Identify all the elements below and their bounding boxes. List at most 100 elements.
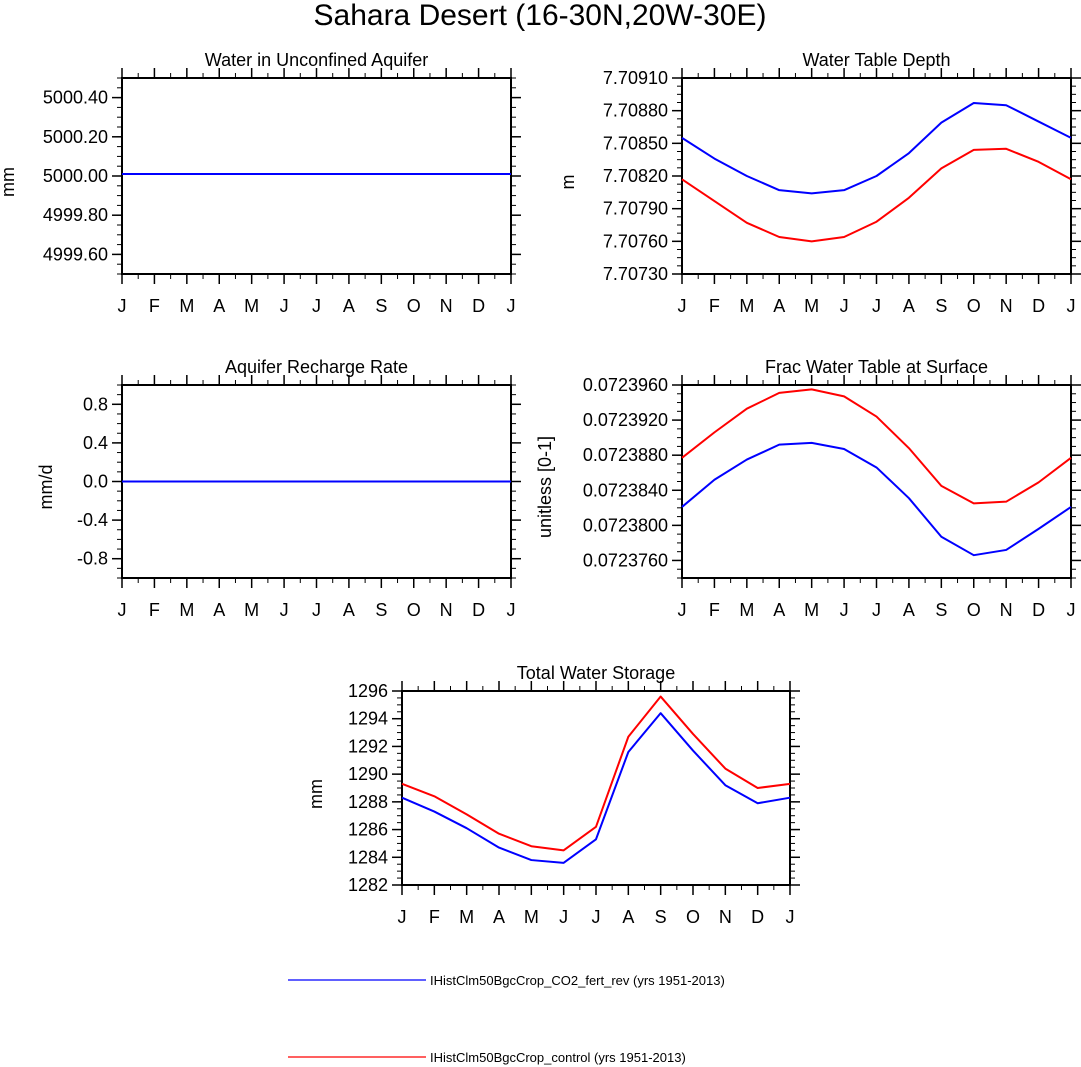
plot-frame [121, 77, 512, 275]
x-tick-label: N [440, 600, 453, 620]
x-tick-label: M [804, 600, 819, 620]
x-tick-label: M [459, 907, 474, 927]
legend-label-series-a: IHistClm50BgcCrop_CO2_fert_rev (yrs 1951… [430, 973, 725, 988]
y-axis-label: unitless [0-1] [535, 436, 555, 538]
x-tick-label: F [149, 600, 160, 620]
legend-label-series-b: IHistClm50BgcCrop_control (yrs 1951-2013… [430, 1050, 686, 1065]
y-tick-label: 7.70880 [603, 101, 668, 121]
x-tick-label: F [709, 296, 720, 316]
x-tick-label: D [751, 907, 764, 927]
x-tick-label: N [1000, 600, 1013, 620]
x-tick-label: J [872, 296, 881, 316]
x-tick-label: N [440, 296, 453, 316]
y-tick-label: 1282 [348, 875, 388, 895]
x-tick-label: N [1000, 296, 1013, 316]
x-tick-label: O [967, 296, 981, 316]
x-tick-label: J [280, 600, 289, 620]
y-tick-label: 5000.20 [43, 127, 108, 147]
x-tick-label: J [678, 600, 687, 620]
x-tick-label: M [524, 907, 539, 927]
x-tick-label: M [179, 600, 194, 620]
y-tick-label: 1290 [348, 764, 388, 784]
y-axis-label: mm [306, 779, 326, 809]
x-tick-label: J [786, 907, 795, 927]
x-tick-label: J [312, 600, 321, 620]
x-tick-label: A [903, 600, 915, 620]
x-tick-label: A [213, 600, 225, 620]
x-tick-label: A [773, 296, 785, 316]
x-tick-label: A [903, 296, 915, 316]
y-axis-label: m [558, 175, 578, 190]
series-line [681, 388, 1072, 505]
y-tick-label: 7.70850 [603, 133, 668, 153]
x-tick-label: M [739, 296, 754, 316]
x-tick-label: S [375, 600, 387, 620]
y-tick-label: 5000.00 [43, 166, 108, 186]
x-tick-label: J [1067, 600, 1076, 620]
y-tick-label: 0.0723840 [583, 480, 668, 500]
panel-title: Total Water Storage [517, 663, 675, 683]
series-line [681, 147, 1072, 243]
y-tick-label: 7.70910 [603, 68, 668, 88]
x-tick-label: F [429, 907, 440, 927]
x-tick-label: A [343, 600, 355, 620]
y-axis-label: mm [0, 167, 18, 197]
x-tick-label: A [773, 600, 785, 620]
x-tick-label: J [507, 296, 516, 316]
y-axis-label: mm/d [36, 465, 56, 510]
y-tick-label: 0.0723920 [583, 410, 668, 430]
series-line [401, 712, 791, 864]
y-tick-label: 0.0723960 [583, 375, 668, 395]
x-tick-label: J [118, 600, 127, 620]
y-tick-label: 7.70820 [603, 166, 668, 186]
x-tick-label: J [118, 296, 127, 316]
x-tick-label: F [149, 296, 160, 316]
x-tick-label: D [1032, 296, 1045, 316]
x-tick-label: M [244, 600, 259, 620]
x-tick-label: J [280, 296, 289, 316]
y-tick-label: 1292 [348, 736, 388, 756]
x-tick-label: A [622, 907, 634, 927]
x-tick-label: M [179, 296, 194, 316]
y-tick-label: 1288 [348, 792, 388, 812]
y-tick-label: 4999.80 [43, 205, 108, 225]
x-tick-label: D [472, 296, 485, 316]
y-tick-label: 4999.60 [43, 244, 108, 264]
x-tick-label: O [686, 907, 700, 927]
x-tick-label: J [1067, 296, 1076, 316]
series-line [401, 695, 791, 852]
page-title: Sahara Desert (16-30N,20W-30E) [314, 0, 767, 32]
series-line [681, 102, 1072, 195]
x-tick-label: D [472, 600, 485, 620]
y-tick-label: 7.70760 [603, 231, 668, 251]
panel-title: Water Table Depth [802, 50, 950, 70]
x-tick-label: O [407, 600, 421, 620]
x-tick-label: M [804, 296, 819, 316]
x-tick-label: M [244, 296, 259, 316]
x-tick-label: J [592, 907, 601, 927]
panel-title: Water in Unconfined Aquifer [205, 50, 428, 70]
x-tick-label: J [840, 600, 849, 620]
y-tick-label: -0.8 [77, 549, 108, 569]
y-tick-label: 1294 [348, 709, 388, 729]
y-tick-label: 0.0 [83, 472, 108, 492]
y-tick-label: 7.70730 [603, 264, 668, 284]
panel-title: Aquifer Recharge Rate [225, 357, 408, 377]
x-tick-label: M [739, 600, 754, 620]
x-tick-label: J [398, 907, 407, 927]
series-line [681, 441, 1072, 557]
y-tick-label: 0.0723880 [583, 445, 668, 465]
x-tick-label: N [719, 907, 732, 927]
x-tick-label: F [709, 600, 720, 620]
x-tick-label: J [312, 296, 321, 316]
x-tick-label: O [407, 296, 421, 316]
x-tick-label: A [493, 907, 505, 927]
x-tick-label: J [507, 600, 516, 620]
y-tick-label: -0.4 [77, 510, 108, 530]
y-tick-label: 1284 [348, 847, 388, 867]
y-tick-label: 1296 [348, 681, 388, 701]
